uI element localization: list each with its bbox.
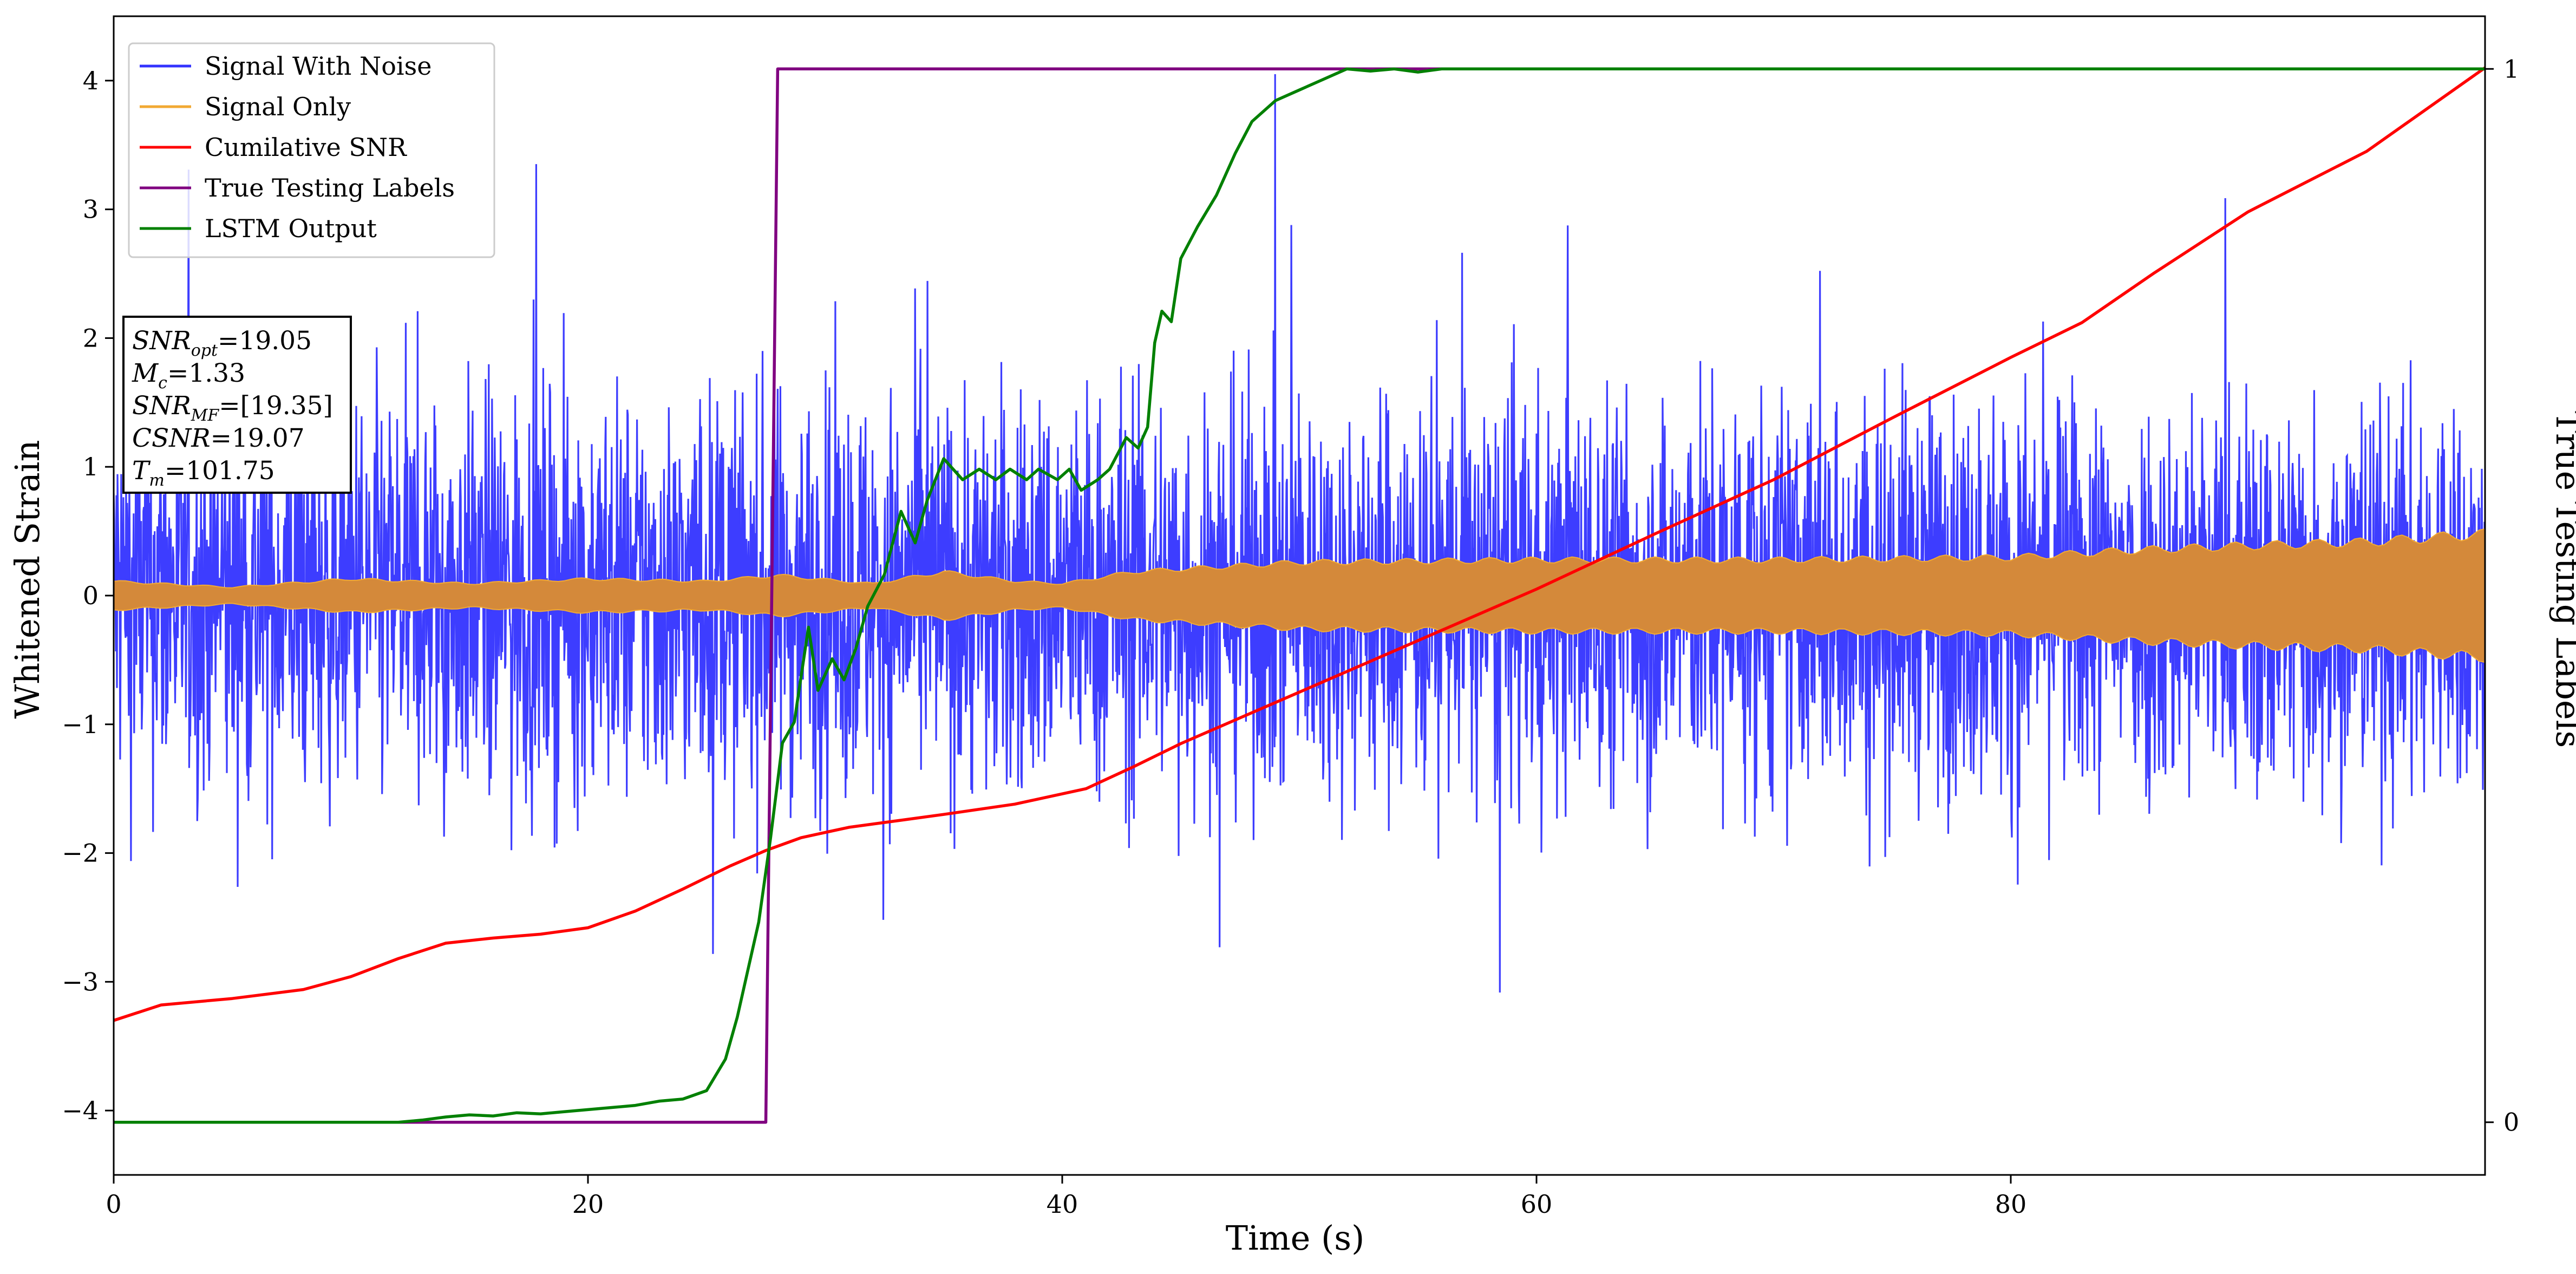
y-axis-label: Whitened Strain <box>8 440 47 719</box>
signal-only-band-layer <box>114 528 2485 663</box>
legend-entry-signal-only: Signal Only <box>205 92 351 121</box>
series-signal-only <box>114 528 2485 663</box>
y2-axis-label: True Testing Labels <box>2548 411 2576 748</box>
y-tick-label: −4 <box>62 1096 99 1125</box>
info-line: SNRMF=[19.35] <box>132 391 333 425</box>
x-axis-label: Time (s) <box>1226 1218 1365 1258</box>
y-tick-label: 1 <box>83 452 99 481</box>
legend: Signal With Noise Signal Only Cumilative S… <box>128 42 495 258</box>
y2-tick-label: 0 <box>2503 1108 2519 1137</box>
legend-entry-true-testing-labels: True Testing Labels <box>205 173 455 202</box>
x-tick-label: 60 <box>1521 1190 1553 1219</box>
y-tick-label: −1 <box>62 710 99 739</box>
y-tick-label: 4 <box>83 66 99 95</box>
x-tick-label: 40 <box>1047 1190 1078 1219</box>
legend-entry-lstm-output: LSTM Output <box>205 214 377 243</box>
x-tick-label: 0 <box>106 1190 121 1219</box>
x-tick-label: 80 <box>1995 1190 2027 1219</box>
series-cumilative-snr <box>114 66 2485 1022</box>
info-line: CSNR=19.07 <box>132 423 305 453</box>
lines-layer <box>114 66 2485 1124</box>
y2-axis-ticks: 01 <box>2485 54 2519 1137</box>
info-line: SNRopt=19.05 <box>132 326 312 360</box>
y-tick-label: −3 <box>62 967 99 996</box>
y-tick-label: −2 <box>62 839 99 868</box>
info-line: Mc=1.33 <box>132 358 245 393</box>
legend-entry-cumilative-snr: Cumilative SNR <box>205 133 407 162</box>
info-line: Tm=101.75 <box>132 456 275 490</box>
y-tick-label: 3 <box>83 195 99 224</box>
y2-tick-label: 1 <box>2503 54 2519 83</box>
legend-entry-signal-with-noise: Signal With Noise <box>205 51 431 81</box>
x-tick-label: 20 <box>572 1190 604 1219</box>
y-tick-label: 0 <box>83 581 99 610</box>
info-box-frame <box>122 316 352 494</box>
legend-frame <box>128 42 495 258</box>
series-lstm-output <box>114 67 2485 1124</box>
y-axis-ticks: −4 −3 −2 −1 0 1 2 3 4 <box>62 66 114 1125</box>
info-box: SNRopt=19.05Mc=1.33SNRMF=[19.35]CSNR=19.… <box>122 316 352 494</box>
y-tick-label: 2 <box>83 323 99 352</box>
x-axis-ticks: 0 20 40 60 80 <box>106 1175 2026 1219</box>
